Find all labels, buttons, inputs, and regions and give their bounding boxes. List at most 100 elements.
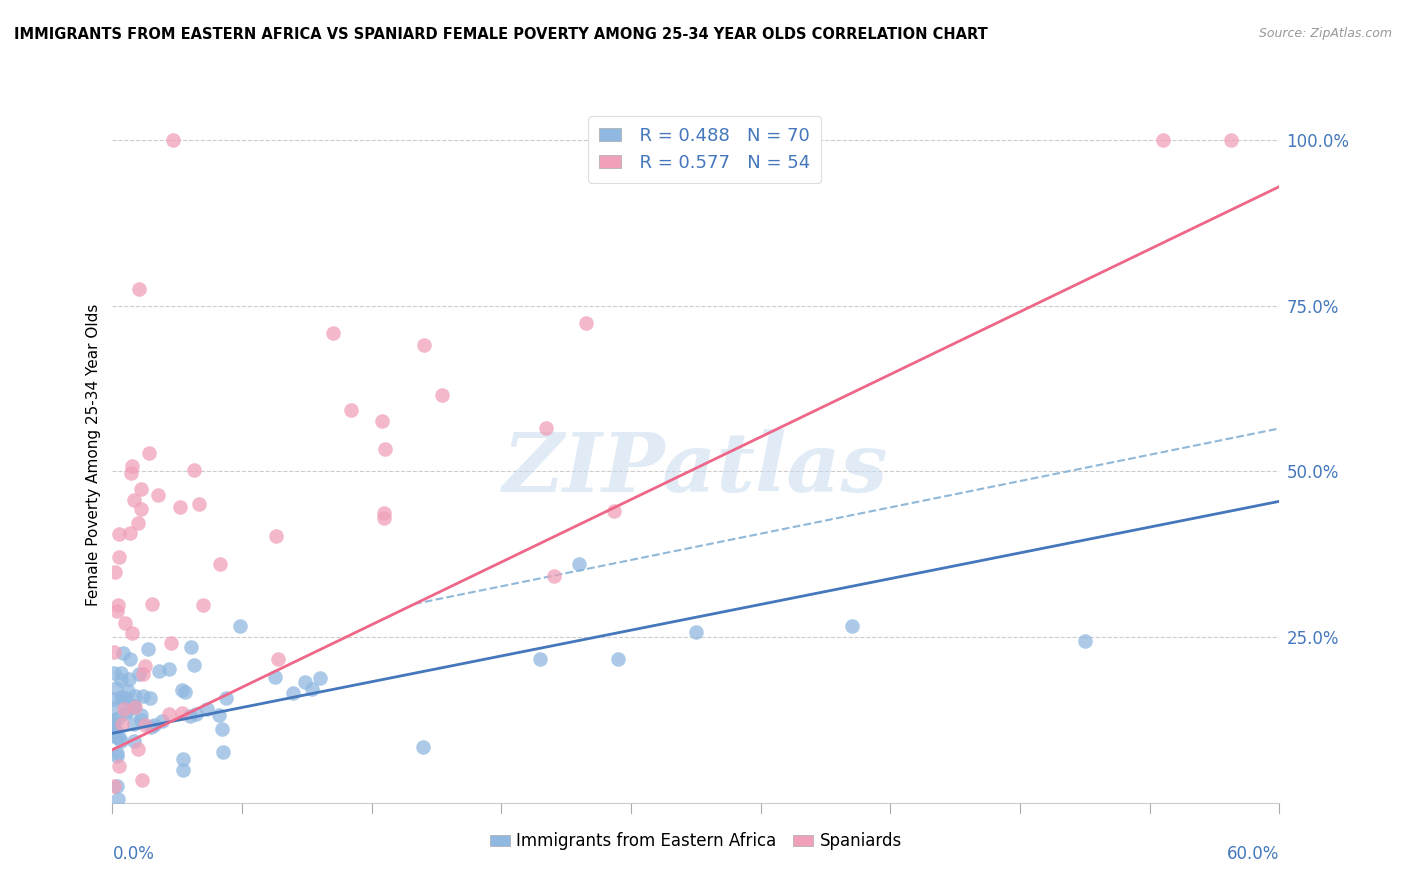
Point: [107, 598, 129, 612]
Point: [172, 751, 194, 765]
Point: [127, 516, 149, 530]
Point: [340, 403, 363, 417]
Point: [157, 706, 180, 721]
Point: [264, 670, 287, 684]
Point: [112, 690, 135, 705]
Point: [374, 442, 396, 456]
Point: [603, 504, 626, 518]
Point: [112, 702, 135, 716]
Point: [841, 619, 863, 633]
Point: [150, 714, 173, 728]
Point: [122, 716, 145, 731]
Point: [229, 619, 252, 633]
Point: [121, 458, 143, 473]
Point: [183, 462, 205, 476]
Point: [170, 683, 193, 698]
Point: [1152, 133, 1174, 147]
Point: [412, 740, 434, 755]
Point: [294, 675, 316, 690]
Point: [108, 759, 131, 773]
Text: IMMIGRANTS FROM EASTERN AFRICA VS SPANIARD FEMALE POVERTY AMONG 25-34 YEAR OLDS : IMMIGRANTS FROM EASTERN AFRICA VS SPANIA…: [14, 27, 988, 42]
Point: [108, 550, 131, 565]
Point: [121, 626, 143, 640]
Point: [127, 742, 149, 756]
Point: [115, 705, 138, 719]
Point: [412, 337, 434, 351]
Point: [139, 720, 162, 734]
Text: 0.0%: 0.0%: [112, 845, 155, 863]
Point: [114, 706, 136, 720]
Point: [309, 671, 332, 685]
Point: [543, 568, 565, 582]
Point: [107, 711, 129, 725]
Point: [215, 691, 238, 706]
Point: [105, 730, 128, 744]
Point: [132, 689, 155, 703]
Point: [373, 506, 395, 520]
Point: [114, 616, 136, 631]
Point: [172, 706, 194, 720]
Point: [281, 686, 304, 700]
Point: [607, 652, 630, 666]
Point: [103, 780, 125, 794]
Point: [122, 699, 145, 714]
Point: [129, 713, 152, 727]
Point: [108, 527, 131, 541]
Point: [115, 690, 138, 705]
Point: [124, 698, 146, 713]
Point: [322, 326, 344, 340]
Text: 60.0%: 60.0%: [1227, 845, 1279, 863]
Point: [103, 713, 125, 727]
Point: [186, 707, 208, 722]
Point: [301, 682, 323, 697]
Point: [117, 683, 139, 698]
Point: [208, 557, 231, 571]
Point: [211, 722, 233, 736]
Point: [103, 701, 125, 715]
Point: [685, 624, 707, 639]
Point: [129, 501, 152, 516]
Point: [120, 467, 142, 481]
Point: [208, 708, 231, 723]
Point: [103, 665, 125, 680]
Point: [107, 792, 129, 806]
Point: [169, 500, 191, 514]
Point: [138, 446, 160, 460]
Legend: Immigrants from Eastern Africa, Spaniards: Immigrants from Eastern Africa, Spaniard…: [484, 826, 908, 857]
Point: [212, 745, 235, 759]
Point: [124, 700, 146, 714]
Text: Source: ZipAtlas.com: Source: ZipAtlas.com: [1258, 27, 1392, 40]
Point: [138, 641, 160, 656]
Point: [172, 763, 194, 777]
Point: [529, 652, 551, 666]
Point: [110, 666, 132, 681]
Point: [143, 718, 166, 732]
Point: [139, 690, 162, 705]
Point: [157, 662, 180, 676]
Point: [183, 658, 205, 673]
Point: [568, 557, 591, 571]
Point: [110, 673, 132, 688]
Point: [104, 566, 127, 580]
Point: [266, 652, 288, 666]
Point: [430, 388, 453, 402]
Point: [111, 716, 134, 731]
Point: [128, 282, 150, 296]
Point: [180, 640, 202, 654]
Point: [103, 715, 125, 730]
Point: [128, 667, 150, 681]
Point: [104, 729, 127, 743]
Point: [1219, 133, 1241, 147]
Text: ZIPatlas: ZIPatlas: [503, 429, 889, 508]
Point: [132, 666, 155, 681]
Point: [373, 510, 395, 524]
Point: [122, 734, 145, 748]
Point: [110, 690, 132, 705]
Point: [110, 734, 132, 748]
Point: [146, 488, 169, 502]
Point: [264, 529, 287, 543]
Point: [141, 598, 163, 612]
Point: [103, 692, 125, 706]
Point: [105, 746, 128, 760]
Point: [120, 525, 142, 540]
